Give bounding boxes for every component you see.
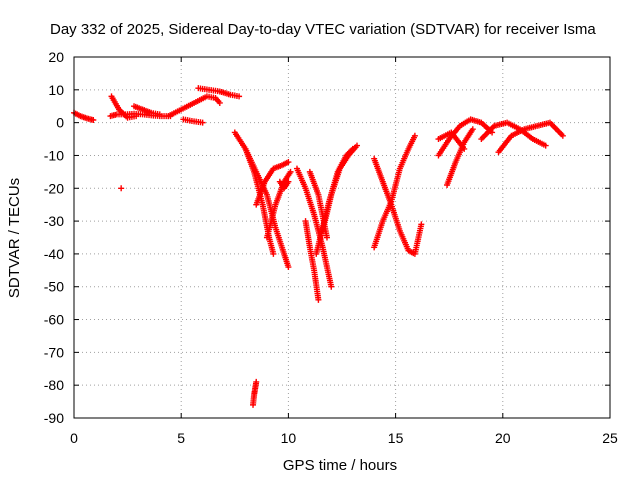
series-track-y <box>478 119 549 149</box>
data-point <box>216 99 223 106</box>
y-tick-label: -60 <box>44 312 64 328</box>
data-point <box>315 296 322 303</box>
data-point <box>542 142 549 149</box>
data-point <box>285 159 292 166</box>
y-tick-label: 10 <box>48 82 64 98</box>
data-point <box>323 234 330 241</box>
y-tick-label: 20 <box>48 49 64 65</box>
data-point <box>287 168 294 175</box>
series-track-d <box>131 103 163 118</box>
y-tick-label: -30 <box>44 213 64 229</box>
series-track-k <box>253 159 292 208</box>
data-point <box>133 113 140 120</box>
y-axis-ticks: -90 -80 -70 -60 -50 -40 -30 -20 -10 0 10 20 <box>44 49 610 426</box>
data-point <box>418 221 425 228</box>
y-tick-label: -70 <box>44 344 64 360</box>
data-point <box>461 145 468 152</box>
data-point <box>118 185 125 192</box>
series-track-o <box>293 165 335 290</box>
series-track-t <box>371 132 418 251</box>
y-tick-label: -50 <box>44 279 64 295</box>
series-track-g <box>180 116 206 126</box>
chart-title: Day 332 of 2025, Sidereal Day-to-day VTE… <box>50 21 596 38</box>
series-track-n <box>250 378 260 408</box>
data-point <box>156 111 163 118</box>
series-track-f <box>195 85 243 100</box>
x-axis-ticks: 0 5 10 15 20 25 <box>70 57 618 446</box>
data-point <box>236 93 243 100</box>
data-point <box>199 119 206 126</box>
series-track-b <box>107 110 174 120</box>
y-axis-label: SDTVAR / TECUs <box>6 178 23 298</box>
data-point <box>469 126 476 133</box>
series-track-h <box>118 185 125 192</box>
data-point <box>559 132 566 139</box>
data-point <box>328 283 335 290</box>
y-tick-label: -20 <box>44 180 64 196</box>
series-track-p <box>302 218 322 303</box>
y-tick-label: -10 <box>44 147 64 163</box>
series-track-l <box>263 168 294 241</box>
data-point <box>285 178 292 185</box>
data-point <box>90 117 97 124</box>
x-tick-label: 15 <box>388 430 404 446</box>
y-tick-label: -90 <box>44 410 64 426</box>
series-track-m <box>276 178 292 192</box>
series-track-w <box>444 126 476 188</box>
data-point <box>270 250 277 257</box>
data-point <box>285 264 292 271</box>
data-point <box>354 142 361 149</box>
series-track-z <box>495 119 566 156</box>
x-tick-label: 0 <box>70 430 78 446</box>
x-axis-label: GPS time / hours <box>283 457 397 474</box>
series-track-s <box>306 168 330 241</box>
plot-frame <box>73 56 611 419</box>
grid <box>74 57 610 418</box>
series-track-r <box>319 142 361 234</box>
x-tick-label: 25 <box>602 430 618 446</box>
y-tick-label: -80 <box>44 377 64 393</box>
data-marks <box>71 85 566 408</box>
series-track-u <box>371 155 425 257</box>
series-track-x <box>435 129 468 152</box>
series-track-a <box>71 109 97 124</box>
series-track-c <box>108 93 140 121</box>
y-tick-label: -40 <box>44 246 64 262</box>
x-tick-label: 5 <box>177 430 185 446</box>
x-tick-label: 20 <box>495 430 511 446</box>
series-track-e <box>165 93 223 120</box>
data-point <box>411 132 418 139</box>
data-point <box>253 378 260 385</box>
y-tick-label: 0 <box>56 115 64 131</box>
x-tick-label: 10 <box>281 430 297 446</box>
